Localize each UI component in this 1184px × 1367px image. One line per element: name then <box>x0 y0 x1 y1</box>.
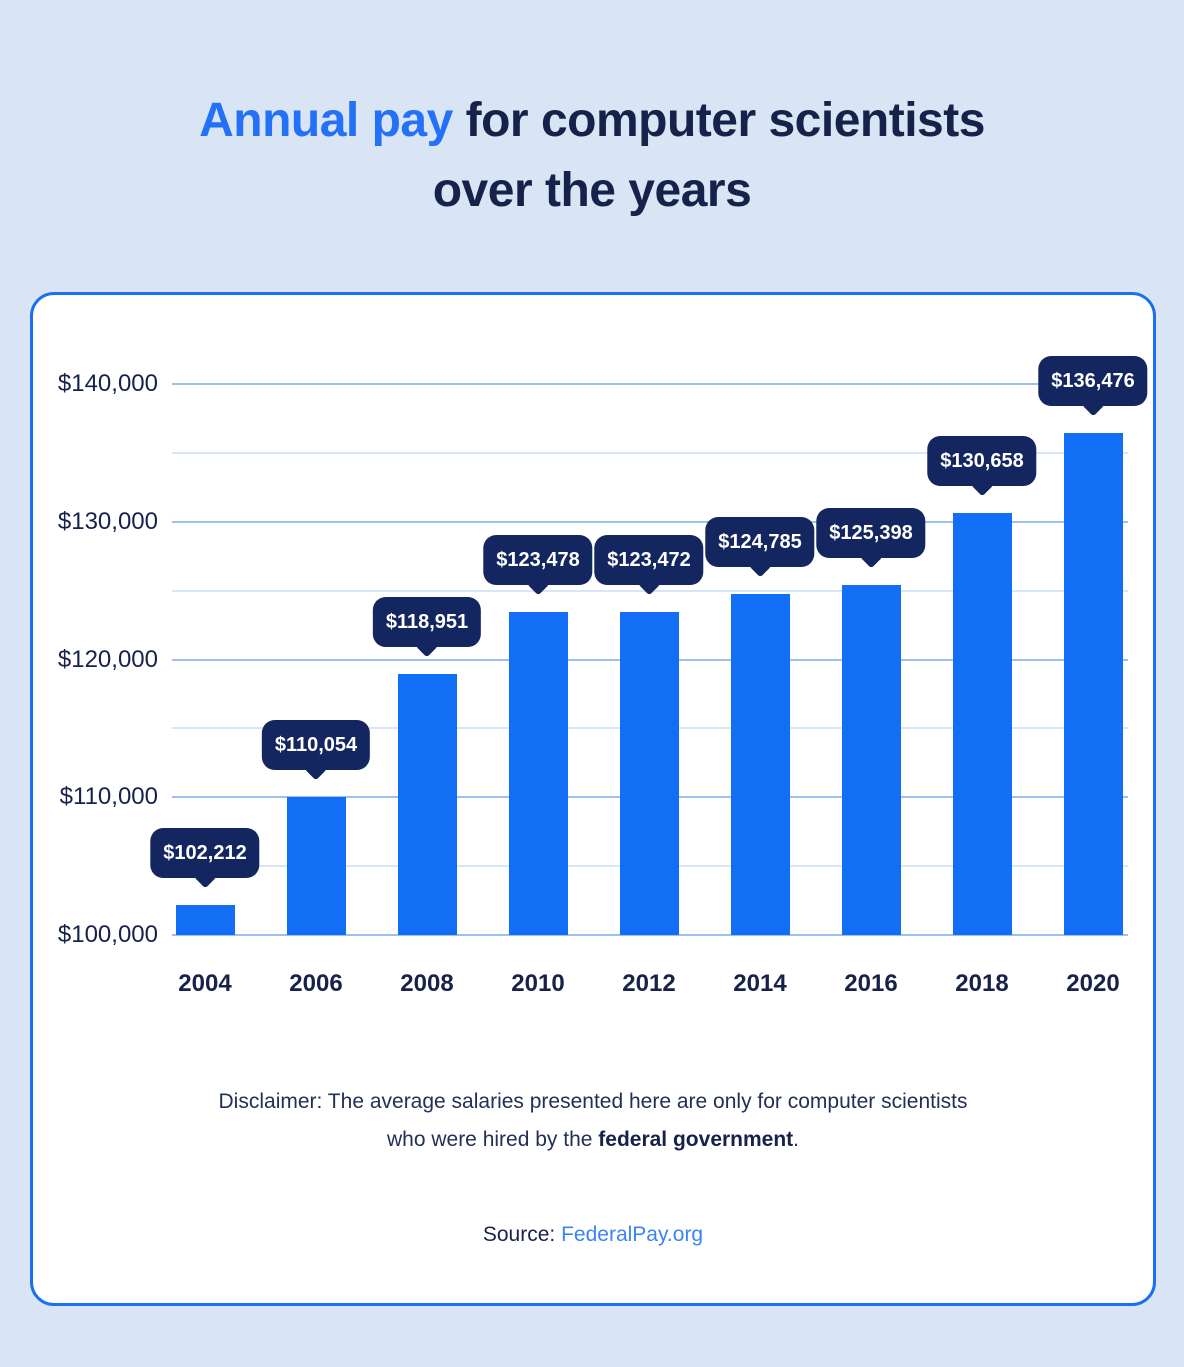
x-axis-label: 2014 <box>733 970 787 997</box>
x-axis-label: 2016 <box>844 970 898 997</box>
y-axis-label: $110,000 <box>59 783 158 811</box>
value-tooltip: $130,658 <box>927 435 1037 486</box>
x-axis-label: 2004 <box>178 970 232 997</box>
value-tooltip: $124,785 <box>705 516 815 567</box>
title-line1: Annual pay for computer scientists <box>199 94 985 147</box>
x-axis-label: 2008 <box>400 970 454 997</box>
bar <box>730 593 790 935</box>
bar <box>397 673 457 935</box>
source-link[interactable]: FederalPay.org <box>561 1223 704 1246</box>
gridline-major <box>172 383 1128 385</box>
x-axis-label: 2010 <box>511 970 565 997</box>
bar <box>1063 432 1123 935</box>
title-line2: over the years <box>432 164 752 217</box>
gridline-minor <box>172 451 1128 454</box>
disclaimer-line2-prefix: who were hired by the <box>386 1128 599 1151</box>
y-axis-label: $100,000 <box>57 921 158 948</box>
title-line1-rest: for computer scientists <box>452 94 986 147</box>
y-axis-label: $120,000 <box>57 645 158 673</box>
value-tooltip: $123,478 <box>483 534 593 585</box>
value-tooltip: $123,472 <box>594 534 704 585</box>
value-tooltip: $110,054 <box>261 719 371 770</box>
source-line: Source: FederalPay.org <box>33 1223 1153 1247</box>
bar <box>841 585 901 935</box>
chart-card: $140,000 $130,000 $120,000 $110,000 $100,000… <box>30 292 1156 1306</box>
value-tooltip: $125,398 <box>816 508 926 559</box>
disclaimer-line2-bold: federal government <box>598 1128 794 1151</box>
bar <box>619 611 679 935</box>
x-axis-label: 2012 <box>622 970 676 997</box>
y-axis-label: $140,000 <box>57 370 158 397</box>
value-tooltip: $102,212 <box>150 827 260 878</box>
value-tooltip: $118,951 <box>372 596 482 647</box>
y-axis-label: $130,000 <box>57 507 158 535</box>
x-axis-label: 2018 <box>955 970 1009 997</box>
page-title: Annual pay for computer scientists over … <box>0 86 1184 226</box>
disclaimer-text: Disclaimer: The average salaries present… <box>33 1083 1153 1159</box>
bar <box>286 796 346 935</box>
bar <box>508 611 568 935</box>
gridline-major <box>172 520 1128 523</box>
title-highlight: Annual pay <box>199 94 453 147</box>
source-label: Source: <box>482 1223 562 1246</box>
gridline-major <box>172 934 1128 936</box>
bar <box>952 512 1012 935</box>
disclaimer-line1: Disclaimer: The average salaries present… <box>218 1090 968 1113</box>
x-axis-label: 2006 <box>289 970 343 997</box>
x-axis-label: 2020 <box>1066 970 1120 997</box>
bar-chart: $140,000 $130,000 $120,000 $110,000 $100,000… <box>33 295 1153 1303</box>
disclaimer-line2-suffix: . <box>793 1128 800 1151</box>
value-tooltip: $136,476 <box>1038 355 1148 406</box>
bar <box>175 904 235 935</box>
